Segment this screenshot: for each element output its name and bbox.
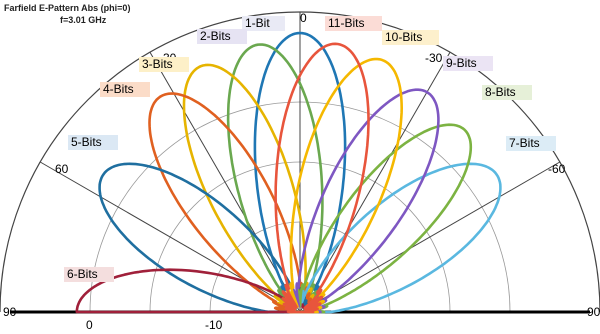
series-pattern-11-bits [274,42,370,314]
series-labels: 1-Bit 2-Bits 3-Bits 4-Bits 5-Bits 6-Bits 7-Bit… [64,16,556,282]
series-label-bg [242,16,285,31]
series-label: 8-Bits [485,85,516,99]
series-label: 2-Bits [200,29,231,43]
series-label-bg [139,57,189,72]
series-label: 4-Bits [103,82,134,96]
chart-subtitle: f=3.01 GHz [60,15,107,25]
series-label: 7-Bits [509,136,540,150]
series-label-bg [382,30,439,45]
series-label: 11-Bits [328,16,364,30]
series-label-bg [64,267,114,282]
series-label-bg [68,135,118,150]
grid-spoke [299,161,561,313]
series-label: 10-Bits [385,30,422,44]
grid-spoke [39,161,301,313]
angle-tick-label: -30 [425,51,443,65]
radial-tick-label: 0 [86,318,93,332]
angle-tick-label: -60 [548,162,566,176]
angle-tick-label: 0 [300,11,307,25]
chart-title: Farfield E-Pattern Abs (phi=0) [4,3,131,13]
pattern-series [75,31,502,314]
radial-tick-label: -10 [205,318,223,332]
series-label-bg [325,16,382,31]
angle-tick-label: -90 [583,305,600,319]
series-pattern-9-bits [287,88,440,314]
series-label: 6-Bits [67,267,98,281]
series-label: 1-Bit [245,16,270,30]
angle-ticks: 0306090-30-60-900-10 [3,11,600,332]
series-label-bg [100,82,150,97]
series-label-bg [197,29,247,44]
series-label-bg [482,85,532,100]
series-label-bg [443,56,493,71]
series-label: 3-Bits [142,57,173,71]
series-label-bg [506,136,556,151]
angle-tick-label: 90 [3,305,17,319]
angle-tick-label: 60 [55,162,69,176]
series-label: 5-Bits [71,135,102,149]
series-label: 9-Bits [446,56,477,70]
